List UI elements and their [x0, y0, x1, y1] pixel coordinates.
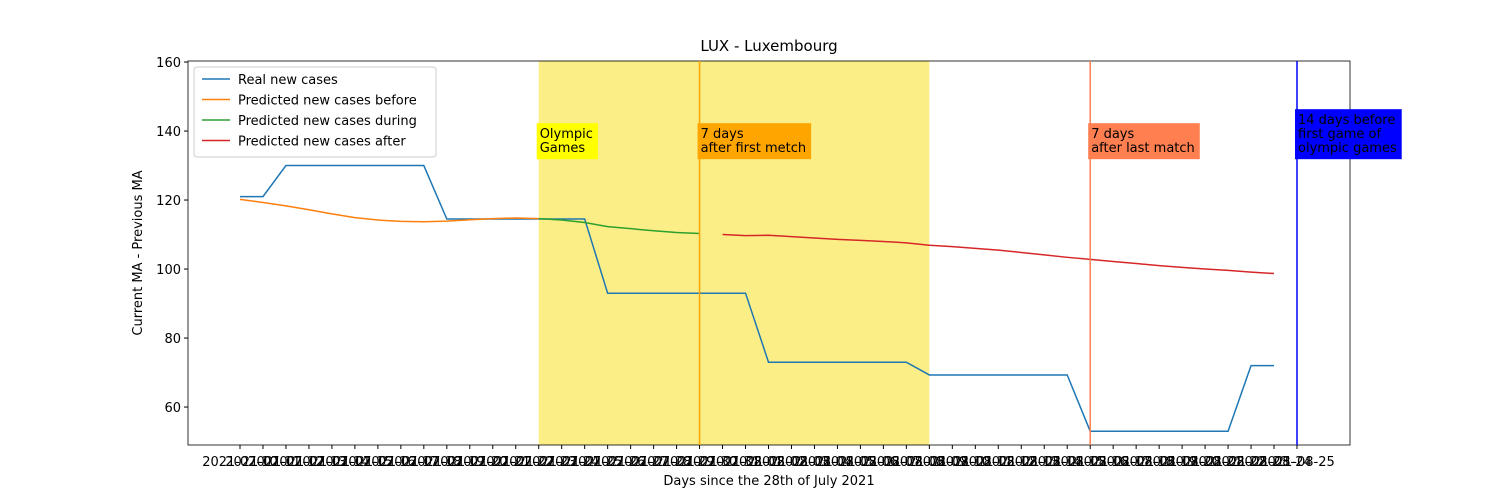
series-line: [538, 217, 700, 235]
x-tick-label: 2021-07-27: [593, 455, 669, 470]
x-tick-label: 2021-08-06: [823, 455, 899, 470]
chart-title: LUX - Luxembourg: [700, 37, 837, 55]
x-tick-label: 2021-07-20: [432, 455, 508, 470]
x-tick-label: 2021-07-21: [455, 455, 531, 470]
series-line: [240, 164, 1275, 432]
x-tick-label: 2021-08-14: [1006, 455, 1082, 470]
y-tick-label: 80: [164, 332, 181, 347]
x-tick-label: 2021-08-11: [938, 455, 1014, 470]
annotation-text: 7 days: [1091, 127, 1134, 142]
y-tick-label: 160: [156, 56, 181, 71]
x-tick-label: 2021-07-30: [662, 455, 738, 470]
y-tick-label: 60: [164, 401, 181, 416]
x-tick-label: 2021-07-22: [478, 455, 554, 470]
annotation-text: first game of: [1298, 127, 1382, 142]
x-tick-label: 2021-07-17: [363, 455, 439, 470]
x-tick-label: 2021-07-26: [570, 455, 646, 470]
x-tick-label: 2021-07-12: [248, 455, 324, 470]
legend-label: Predicted new cases before: [238, 94, 417, 109]
y-tick-label: 140: [156, 125, 181, 140]
x-tick-label: 2021-07-25: [547, 455, 623, 470]
y-axis-label: Current MA - Previous MA: [131, 170, 146, 335]
x-tick-label: 2021-08-21: [1167, 455, 1243, 470]
x-tick-label: 2021-08-24: [1236, 455, 1312, 470]
x-tick-label: 2021-08-13: [983, 455, 1059, 470]
series-line: [239, 198, 539, 223]
x-tick-label: 2021-07-16: [340, 455, 416, 470]
x-tick-label: 2021-07-11: [225, 455, 301, 470]
annotation-box: [536, 123, 598, 160]
annotation-text: 7 days: [701, 127, 744, 142]
annotation-text: 14 days before: [1298, 113, 1395, 128]
x-tick-label: 2021-08-01: [708, 455, 784, 470]
x-tick-label: 2021-08-12: [961, 455, 1037, 470]
legend-label: Real new cases: [238, 73, 338, 88]
x-tick-label: 2021-07-29: [639, 455, 715, 470]
x-tick-label: 2021-07-15: [317, 455, 393, 470]
olympic-span: [538, 61, 930, 445]
y-tick-label: 100: [156, 263, 181, 278]
annotation-text: olympic games: [1298, 141, 1397, 156]
x-tick-label: 2021-08-20: [1144, 455, 1220, 470]
x-tick-label: 2021-07-23: [501, 455, 577, 470]
x-tick-label: 2021-08-07: [846, 455, 922, 470]
x-tick-label: 2021-08-15: [1029, 455, 1105, 470]
x-tick-label: 2021-07-14: [294, 455, 370, 470]
legend-label: Predicted new cases during: [238, 114, 417, 129]
x-tick-label: 2021-08-23: [1213, 455, 1289, 470]
x-tick-label: 2021-08-05: [800, 455, 876, 470]
x-tick-label: 2021-08-09: [892, 455, 968, 470]
x-tick-label: 2021-07-24: [524, 455, 600, 470]
x-tick-label: 2021-08-02: [731, 455, 807, 470]
x-tick-label: 2021-07-18: [386, 455, 462, 470]
x-tick-label: 2021-07-28: [616, 455, 692, 470]
annotation-text: Games: [540, 141, 586, 156]
x-tick-label: 2021-08-03: [754, 455, 830, 470]
x-tick-label: 2021-08-08: [869, 455, 945, 470]
x-tick-label: 2021-08-16: [1052, 455, 1128, 470]
x-tick-label: 2021-07-13: [271, 455, 347, 470]
x-tick-label: 2021-07-31: [685, 455, 761, 470]
legend-label: Predicted new cases after: [238, 135, 406, 150]
x-tick-label: 2021-08-10: [915, 455, 991, 470]
annotation-box: [697, 123, 812, 160]
x-tick-label: 2021-08-25: [1259, 455, 1335, 470]
x-tick-label: 2021-08-19: [1121, 455, 1197, 470]
x-tick-label: 2021-08-04: [777, 455, 853, 470]
x-tick-label: 2021-07-19: [409, 455, 485, 470]
x-tick-label: 2021-07-10: [202, 455, 278, 470]
x-axis-label: Days since the 28th of July 2021: [663, 474, 874, 489]
x-tick-label: 2021-08-18: [1098, 455, 1174, 470]
legend-box: [193, 66, 437, 158]
legend: Real new cases Predicted new cases before…: [193, 66, 437, 158]
annotation-box: [1295, 109, 1402, 160]
annotation-text: after first metch: [701, 141, 807, 156]
x-tick-label: 2021-08-22: [1190, 455, 1266, 470]
annotation-text: after last match: [1091, 141, 1195, 156]
annotation-text: Olympic: [540, 127, 593, 142]
series-line: [722, 233, 1275, 275]
x-tick-label: 2021-08-17: [1075, 455, 1151, 470]
annotation-box: [1088, 123, 1200, 160]
y-tick-label: 120: [156, 194, 181, 209]
